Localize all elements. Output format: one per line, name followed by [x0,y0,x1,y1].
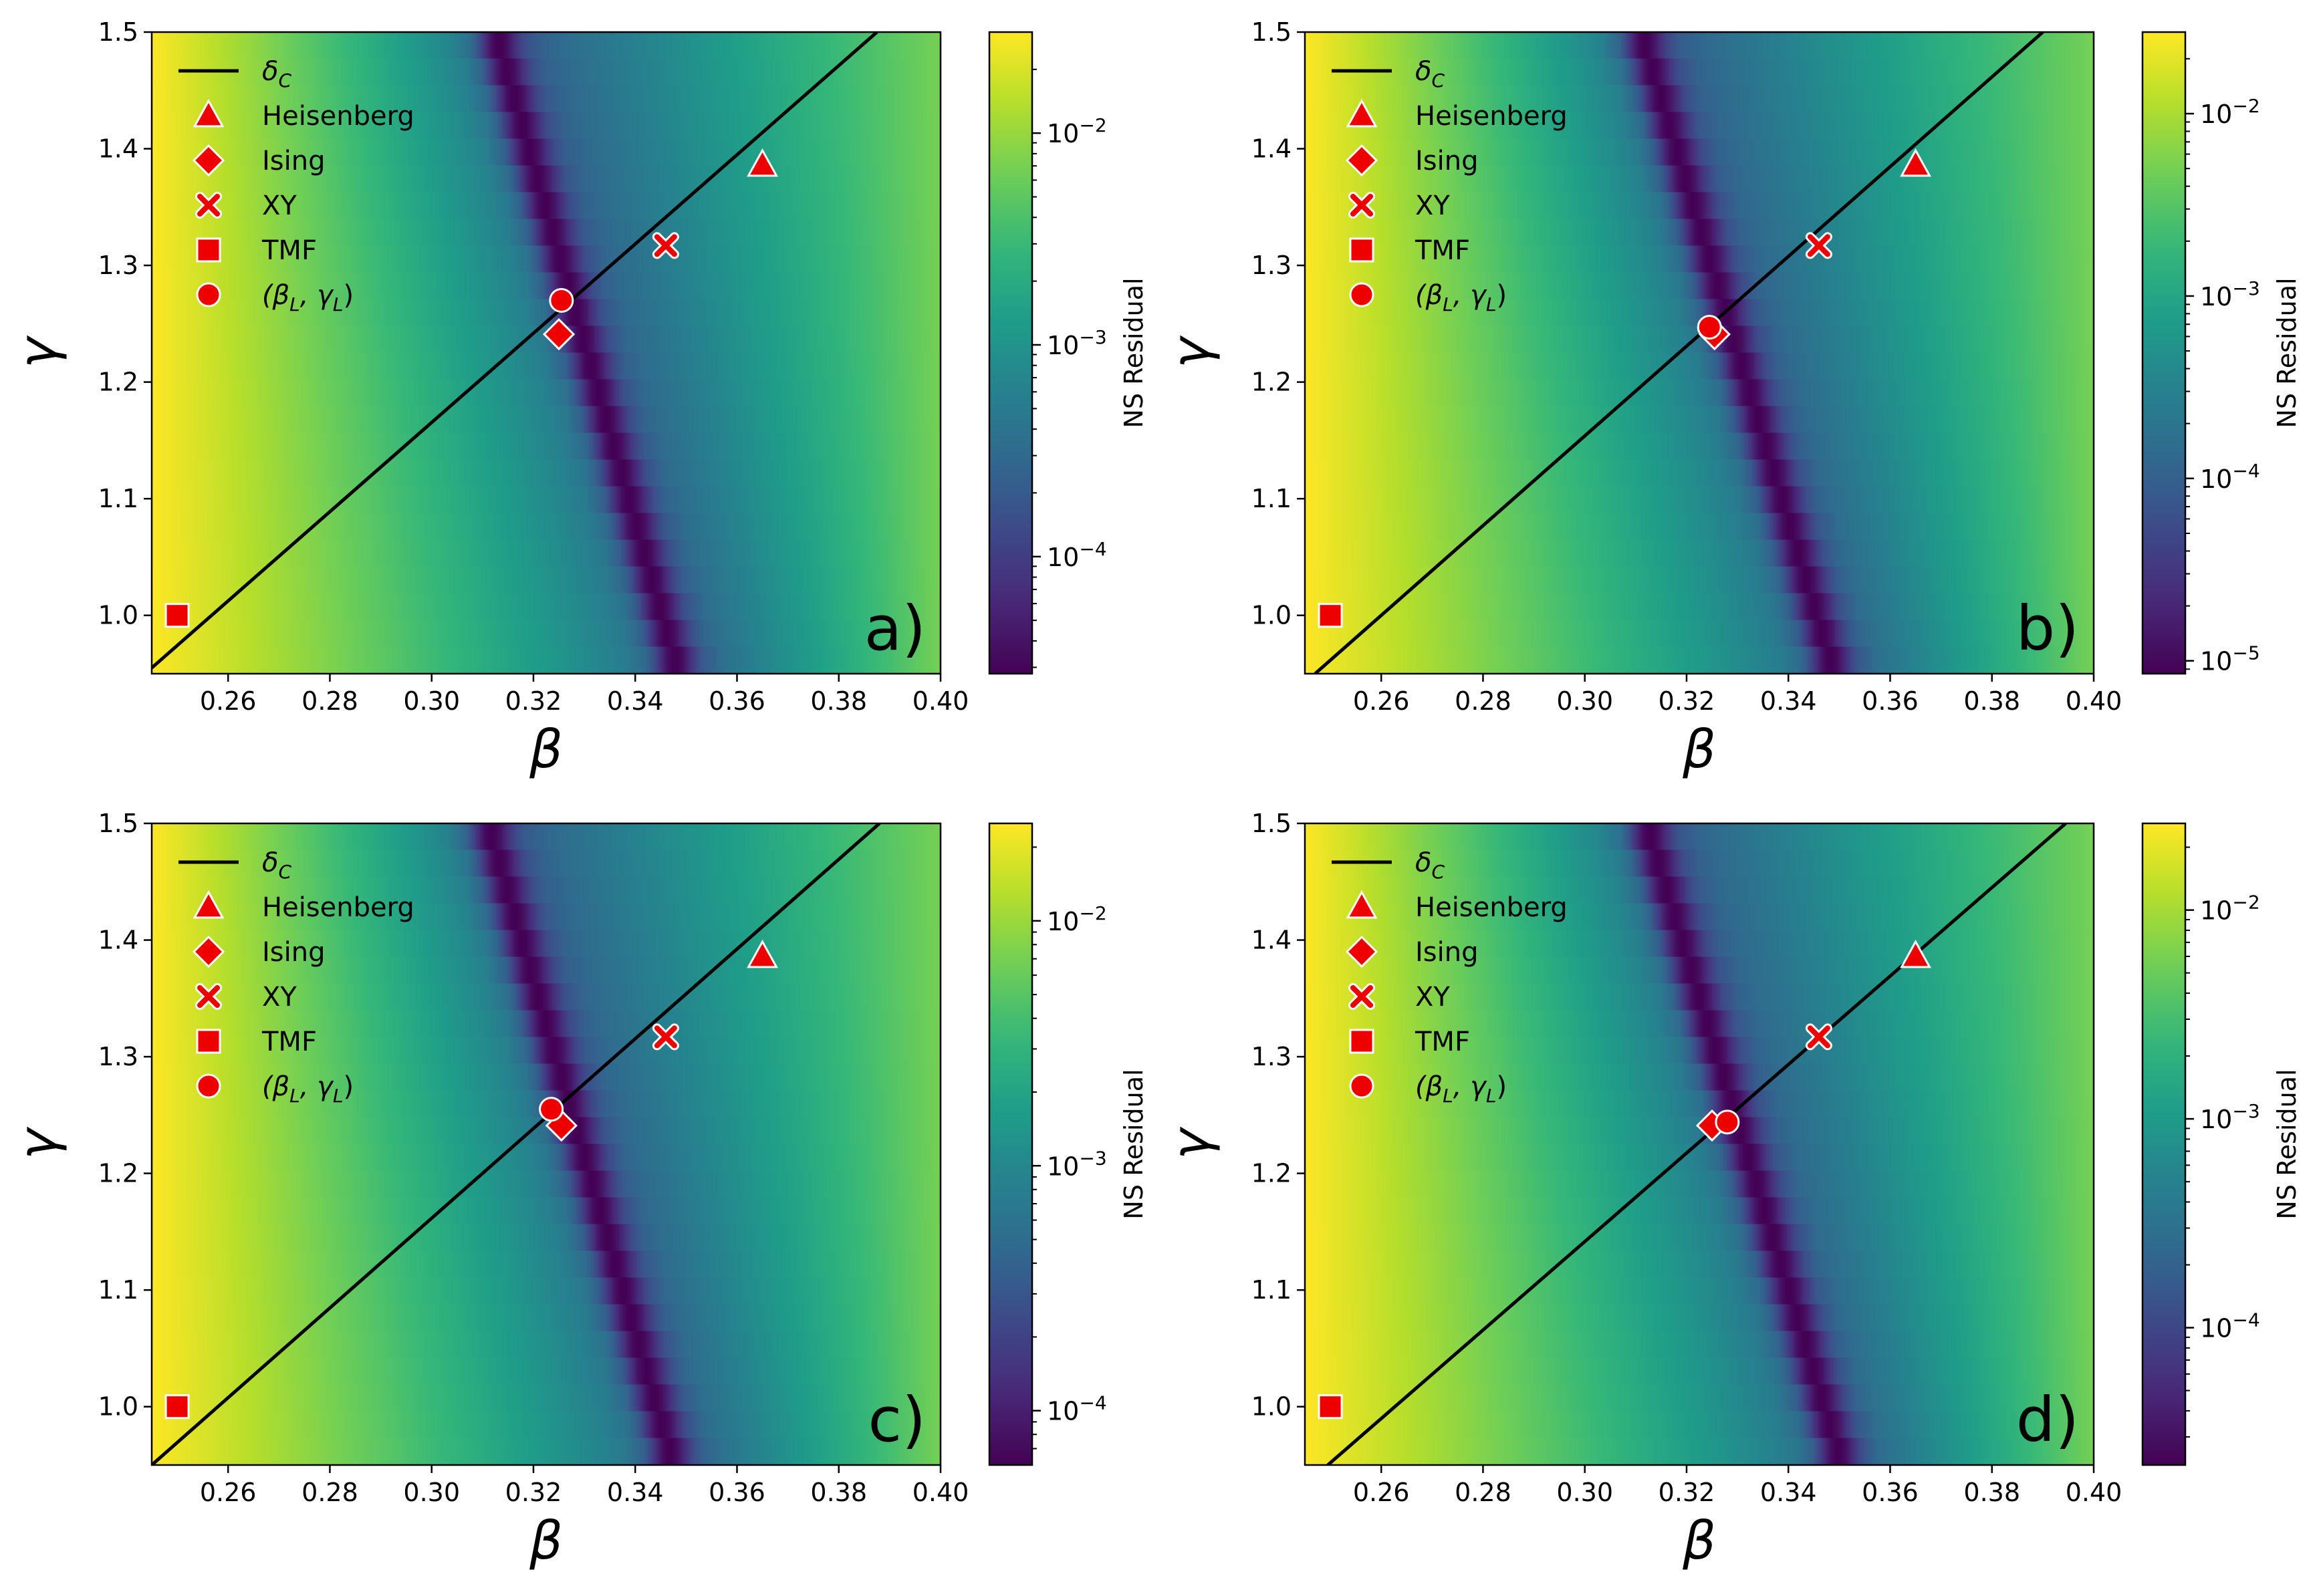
figure: 0.26 0.28 0.30 0.32 0.34 0.36 0.38 0.401.01.11.… [8,17,2302,1571]
